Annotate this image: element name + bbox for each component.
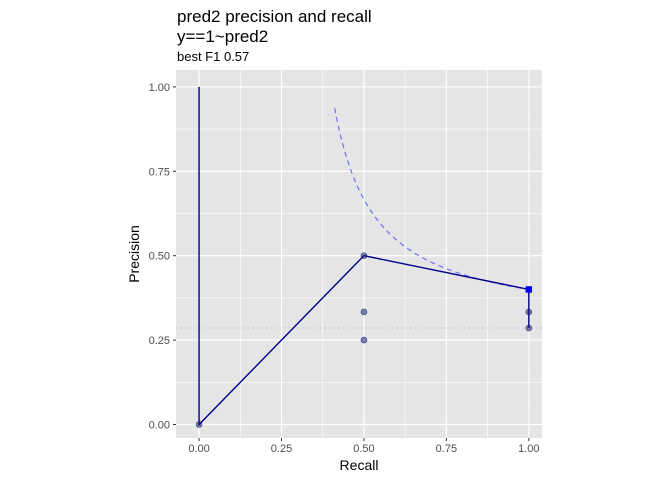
chart-title: pred2 precision and recall: [177, 7, 372, 26]
y-tick-label: 0.25: [149, 335, 170, 347]
x-tick-label: 0.50: [353, 443, 374, 455]
plot-panel: [176, 70, 542, 438]
iso-f1-curve: [334, 107, 529, 291]
data-point: [360, 336, 368, 344]
data-point: [195, 421, 203, 428]
chart-subtitle-line1: y==1~pred2: [177, 27, 268, 46]
data-point: [525, 308, 533, 316]
chart-subtitle-line2: best F1 0.57: [177, 49, 249, 64]
data-point: [360, 252, 368, 259]
best-f1-point: [525, 286, 533, 293]
best-f1-marker: [525, 286, 533, 293]
y-axis-title: Precision: [126, 225, 142, 283]
minor-gridlines: [176, 70, 542, 438]
x-tick-label: 0.75: [436, 443, 457, 455]
data-point: [360, 308, 368, 316]
y-tick-label: 1.00: [149, 82, 170, 94]
x-tick-label: 0.00: [188, 443, 209, 455]
data-point: [525, 324, 533, 332]
y-axis-ticks: 0.00 0.25 0.50 0.75 1.00: [149, 82, 176, 431]
y-tick-label: 0.00: [149, 419, 170, 431]
y-tick-label: 0.75: [149, 166, 170, 178]
iso-f1-curve-line: [334, 107, 529, 291]
x-axis-ticks: 0.00 0.25 0.50 0.75 1.00: [188, 438, 540, 455]
x-tick-label: 0.25: [271, 443, 292, 455]
x-axis-title: Recall: [340, 457, 379, 473]
y-tick-label: 0.50: [149, 251, 170, 263]
x-tick-label: 1.00: [518, 443, 539, 455]
reference-lines: [176, 70, 542, 438]
